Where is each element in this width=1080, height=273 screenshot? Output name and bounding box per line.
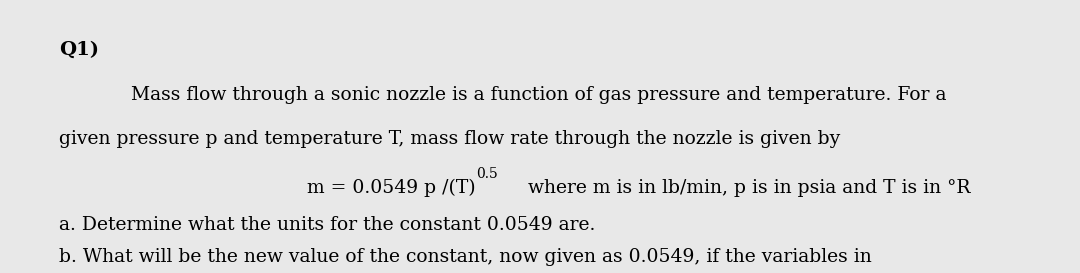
Text: 0.5: 0.5	[476, 167, 498, 180]
Text: where m is in lb/min, p is in psia and T is in °R: where m is in lb/min, p is in psia and T…	[516, 179, 971, 197]
Text: a. Determine what the units for the constant 0.0549 are.: a. Determine what the units for the cons…	[59, 216, 596, 234]
Text: Mass flow through a sonic nozzle is a function of gas pressure and temperature. : Mass flow through a sonic nozzle is a fu…	[59, 86, 947, 104]
Text: given pressure p and temperature T, mass flow rate through the nozzle is given b: given pressure p and temperature T, mass…	[59, 130, 840, 148]
Text: b. What will be the new value of the constant, now given as 0.0549, if the varia: b. What will be the new value of the con…	[59, 248, 873, 266]
Text: Q1): Q1)	[59, 41, 99, 59]
Text: m = 0.0549 p /(T): m = 0.0549 p /(T)	[307, 179, 475, 197]
